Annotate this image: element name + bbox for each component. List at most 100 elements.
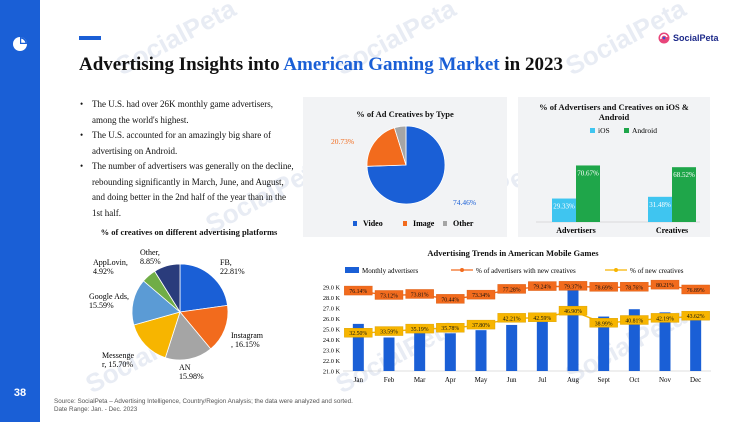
- legend-label: Other: [453, 219, 474, 228]
- data-label: 20.73%: [331, 137, 354, 146]
- pie-slice: [179, 304, 229, 350]
- trends-title: Advertising Trends in American Mobile Ga…: [427, 248, 599, 258]
- category-label: Sept: [597, 376, 610, 384]
- data-label: 73.34%: [472, 293, 490, 299]
- legend-swatch: [403, 221, 407, 226]
- bar: [475, 330, 487, 371]
- bullet-item: The U.S. had over 26K monthly game adver…: [80, 97, 295, 128]
- legend-label: Image: [413, 219, 435, 228]
- bar: [444, 333, 456, 371]
- bar: [567, 288, 579, 371]
- data-label-box: [344, 328, 373, 338]
- data-label: 35.78%: [441, 326, 459, 332]
- legend-label: % of new creatives: [630, 267, 684, 275]
- data-label: 73.12%: [380, 293, 398, 299]
- category-label: Jun: [507, 376, 517, 384]
- bar: [672, 167, 696, 222]
- page-number: 38: [13, 387, 27, 399]
- category-label: Advertisers: [556, 226, 596, 235]
- pie-slice: [133, 311, 181, 359]
- data-label-box: [558, 305, 588, 316]
- os-bar-panel: % of Advertisers and Creatives on iOS & …: [518, 97, 710, 237]
- bar: [536, 316, 548, 371]
- pie-label: Other, 8.85%: [140, 248, 161, 266]
- bar: [576, 165, 600, 222]
- pie-slice: [164, 311, 212, 361]
- category-label: Feb: [384, 376, 395, 384]
- bar: [414, 327, 426, 371]
- legend-label: Monthly advertisers: [362, 267, 418, 275]
- data-label-box: [620, 282, 649, 292]
- category-label: Jul: [538, 376, 546, 384]
- data-label: 37.80%: [472, 323, 490, 329]
- data-label-box: [374, 326, 404, 336]
- data-label: 35.19%: [411, 327, 429, 333]
- data-label: 78.76%: [625, 285, 643, 291]
- data-label: 78.69%: [595, 285, 613, 291]
- y-tick-label: 22.0 K: [323, 358, 341, 365]
- pie-label: AN 15.98%: [179, 363, 204, 381]
- data-label: 77.28%: [503, 287, 521, 293]
- category-label: Aug: [567, 376, 580, 384]
- data-label: 42.59%: [533, 316, 551, 322]
- legend-label: Video: [363, 219, 383, 228]
- data-label: 31.48%: [649, 201, 671, 209]
- legend-swatch: [614, 268, 618, 272]
- category-label: Jan: [354, 376, 364, 384]
- category-label: Mar: [414, 376, 426, 384]
- data-label: 43.62%: [687, 314, 705, 320]
- data-label: 80.21%: [656, 283, 674, 289]
- pie-label: Messenge r, 15.70%: [102, 351, 134, 369]
- legend-swatch: [460, 268, 464, 272]
- data-label-box: [374, 290, 404, 300]
- pie-label: Instagram, 16.15%: [231, 331, 264, 349]
- y-tick-label: 23.0 K: [323, 348, 341, 355]
- page-title: Advertising Insights into American Gamin…: [79, 54, 563, 75]
- y-tick-label: 26.0 K: [323, 316, 341, 323]
- category-label: May: [475, 376, 488, 384]
- data-label: 33.59%: [380, 330, 398, 336]
- bar: [352, 323, 364, 371]
- data-label-box: [650, 279, 680, 290]
- data-label: 42.19%: [656, 316, 674, 322]
- data-label-box: [344, 285, 373, 296]
- legend-swatch: [443, 221, 447, 226]
- category-label: Dec: [690, 376, 701, 384]
- bar: [598, 316, 610, 371]
- data-label-box: [558, 281, 588, 291]
- bar: [659, 312, 671, 371]
- data-label: 70.44%: [441, 297, 459, 303]
- brand-name: SocialPeta: [673, 33, 719, 43]
- y-tick-label: 25.0 K: [323, 327, 341, 334]
- pie-slice: [179, 263, 228, 313]
- data-label-box: [650, 313, 680, 323]
- data-label-box: [466, 319, 496, 330]
- y-tick-label: 28.0 K: [323, 295, 341, 302]
- platform-pie-title: % of creatives on different advertising …: [100, 227, 278, 237]
- legend-swatch: [345, 267, 359, 273]
- legend-swatch: [590, 128, 595, 133]
- pie-slice: [154, 263, 181, 314]
- chart-logo-icon: [13, 37, 27, 51]
- data-label: 38.99%: [595, 321, 613, 327]
- category-label: Oct: [629, 376, 639, 384]
- legend-label: Android: [632, 126, 657, 135]
- pie-slice: [393, 125, 407, 166]
- data-label: 29.33%: [553, 203, 575, 211]
- data-label: 74.46%: [453, 198, 476, 207]
- bullet-list: The U.S. had over 26K monthly game adver…: [80, 97, 295, 221]
- legend-swatch: [624, 128, 629, 133]
- type-pie-title: % of Ad Creatives by Type: [356, 109, 454, 119]
- data-label-box: [466, 289, 496, 300]
- data-label-box: [405, 323, 434, 334]
- brand-logo: SocialPeta: [658, 32, 719, 44]
- date-range: Date Range: Jan. - Dec. 2023: [54, 406, 138, 413]
- category-label: Nov: [659, 376, 672, 384]
- data-label-box: [681, 284, 710, 295]
- os-bar-title: % of Advertisers and Creatives on iOS & …: [539, 102, 689, 122]
- data-label: 68.52%: [673, 171, 695, 179]
- pie-label: FB, 22.81%: [220, 258, 245, 276]
- trends-chart: Advertising Trends in American Mobile Ga…: [303, 244, 723, 389]
- socialpeta-logo-icon: [658, 32, 670, 44]
- data-label: 76.14%: [349, 289, 367, 295]
